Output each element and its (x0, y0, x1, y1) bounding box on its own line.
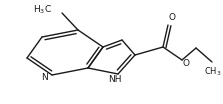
Text: H$_3$C: H$_3$C (33, 4, 52, 16)
Text: O: O (182, 58, 190, 67)
Text: CH$_3$: CH$_3$ (204, 66, 222, 78)
Text: O: O (169, 14, 176, 22)
Text: NH: NH (108, 76, 122, 84)
Text: N: N (42, 74, 48, 82)
